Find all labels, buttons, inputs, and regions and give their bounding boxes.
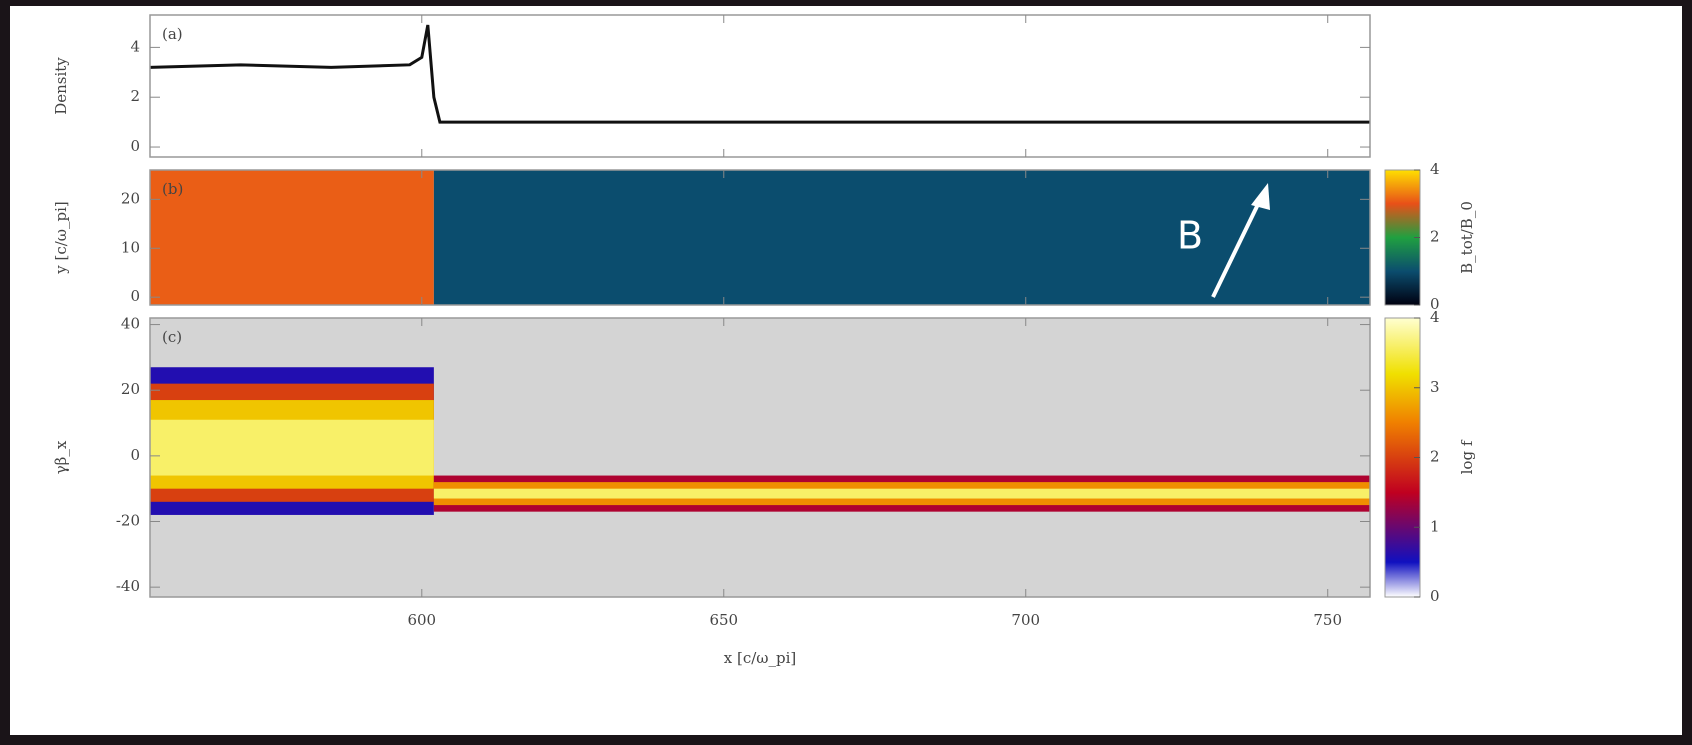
plot-area: [150, 15, 1370, 157]
colorbar-tick-label: 4: [1430, 160, 1440, 178]
y-tick-label: 0: [130, 287, 140, 305]
colorbar-tick-label: 4: [1430, 308, 1440, 326]
y-tick-label: -20: [116, 512, 140, 530]
y-tick-label: 0: [130, 137, 140, 155]
x-tick-label: 750: [1313, 611, 1342, 629]
y-tick-label: 20: [121, 189, 140, 207]
panel-label: (a): [162, 25, 183, 43]
plot-area: [150, 318, 1370, 597]
colorbar-tick-label: 3: [1430, 378, 1440, 396]
x-tick-label: 600: [407, 611, 436, 629]
y-tick-label: 10: [121, 238, 140, 256]
figure: 024Density(a)01020y [c/ω_pi](b)B024B_tot…: [0, 0, 1692, 741]
phase-band: [434, 489, 1370, 499]
y-axis-label: y [c/ω_pi]: [52, 201, 70, 275]
plot-bg: [150, 15, 1370, 157]
y-tick-label: 40: [121, 315, 140, 333]
colorbar-tick-label: 1: [1430, 517, 1440, 535]
y-axis-label: γβ_x: [52, 440, 70, 474]
field-label: B: [1177, 214, 1203, 258]
heatmap-region: [434, 170, 1370, 305]
y-tick-label: 4: [130, 37, 140, 55]
x-axis-label: x [c/ω_pi]: [724, 649, 797, 667]
colorbar-label: B_tot/B_0: [1458, 201, 1476, 274]
colorbar-label: log f: [1458, 439, 1476, 474]
y-tick-label: 20: [121, 380, 140, 398]
y-axis-label: Density: [52, 57, 70, 115]
panel-label: (b): [162, 180, 183, 198]
x-tick-label: 650: [709, 611, 738, 629]
y-tick-label: -40: [116, 577, 140, 595]
panel-label: (c): [162, 328, 182, 346]
y-tick-label: 0: [130, 446, 140, 464]
colorbar-tick-label: 2: [1430, 228, 1440, 246]
y-tick-label: 2: [130, 87, 140, 105]
colorbar-tick-label: 0: [1430, 587, 1440, 605]
heatmap-region: [150, 170, 434, 305]
colorbar-tick-label: 2: [1430, 448, 1440, 466]
x-tick-label: 700: [1011, 611, 1040, 629]
phase-band: [150, 420, 434, 476]
